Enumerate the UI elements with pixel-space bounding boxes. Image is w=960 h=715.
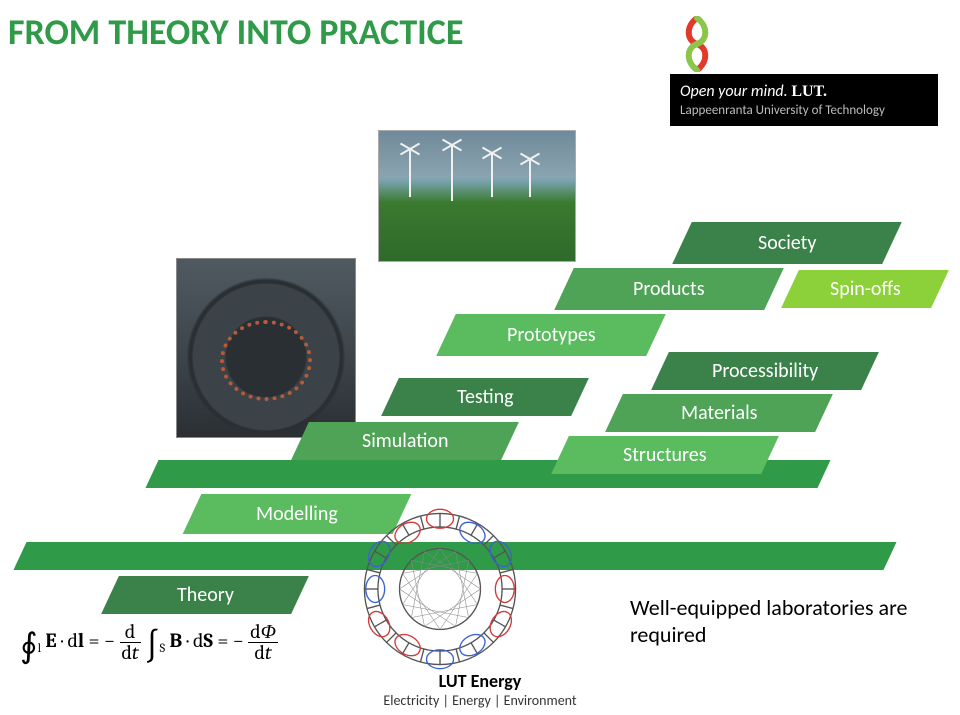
step-prototypes: Prototypes (436, 314, 666, 356)
well-equipped-caption: Well-equipped laboratories are required (630, 594, 907, 648)
step-label: Spin-offs (830, 277, 901, 301)
step-simulation: Simulation (291, 422, 519, 460)
step-testing: Testing (381, 378, 589, 416)
caption-line-1: Well-equipped laboratories are (630, 594, 907, 621)
logo-brand: LUT. (791, 83, 827, 100)
step-society: Society (672, 222, 902, 264)
generator-test-photo (176, 258, 356, 438)
footer-title: LUT Energy (330, 670, 630, 692)
step-materials: Materials (605, 394, 833, 432)
step-label: Materials (681, 401, 757, 425)
logo-text-box: Open your mind. LUT. Lappeenranta Univer… (670, 74, 938, 126)
slide-title: FROM THEORY INTO PRACTICE (8, 10, 463, 54)
caption-line-2: required (630, 621, 907, 648)
step-label: Structures (623, 443, 707, 467)
wind-farm-photo (378, 130, 576, 262)
step-label: Testing (457, 385, 514, 409)
step-theory: Theory (101, 576, 309, 614)
step-label: Prototypes (507, 323, 596, 347)
step-label: Processibility (712, 359, 818, 383)
step-label: Products (633, 277, 705, 301)
slide-footer: LUT Energy Electricity | Energy | Enviro… (330, 670, 630, 709)
footer-subtitle: Electricity | Energy | Environment (330, 692, 630, 709)
step-products: Products (554, 268, 784, 310)
step-structures: Structures (551, 436, 779, 474)
infinity-twist-icon (676, 16, 718, 72)
step-label: Simulation (362, 429, 448, 453)
logo-tagline: Open your mind. (680, 82, 788, 101)
step-processibility: Processibility (651, 352, 879, 390)
step-label: Society (758, 231, 816, 255)
logo-subtitle: Lappeenranta University of Technology (680, 103, 928, 118)
step-spin-offs: Spin-offs (781, 270, 949, 308)
step-label: Theory (177, 583, 234, 607)
motor-cross-section-diagram (358, 508, 522, 670)
step-label: Modelling (256, 502, 338, 526)
faraday-equation: ∮l E · dl = − d dt ∫S B · dS = − dΦ dt (20, 622, 278, 666)
